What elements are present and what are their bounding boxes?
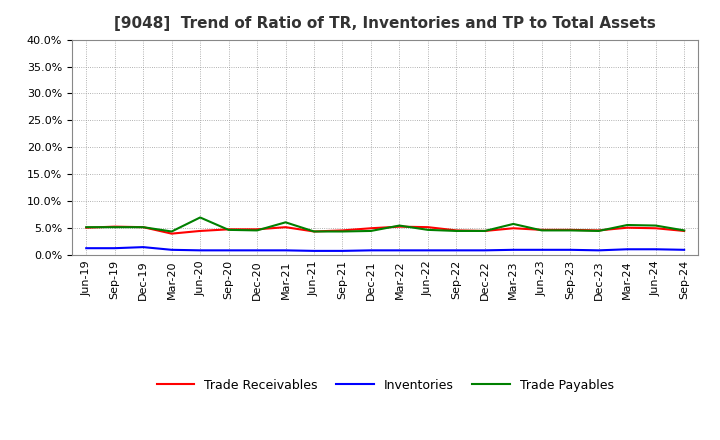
Trade Receivables	[338, 228, 347, 233]
Inventories	[366, 248, 375, 253]
Trade Receivables	[680, 228, 688, 234]
Trade Receivables	[652, 226, 660, 231]
Inventories	[338, 248, 347, 253]
Trade Payables	[110, 224, 119, 230]
Trade Receivables	[509, 226, 518, 231]
Trade Receivables	[395, 224, 404, 229]
Legend: Trade Receivables, Inventories, Trade Payables: Trade Receivables, Inventories, Trade Pa…	[151, 374, 619, 396]
Trade Receivables	[310, 229, 318, 234]
Trade Payables	[310, 229, 318, 234]
Title: [9048]  Trend of Ratio of TR, Inventories and TP to Total Assets: [9048] Trend of Ratio of TR, Inventories…	[114, 16, 656, 32]
Inventories	[196, 248, 204, 253]
Trade Receivables	[623, 225, 631, 231]
Line: Trade Receivables: Trade Receivables	[86, 227, 684, 234]
Trade Payables	[452, 228, 461, 234]
Trade Payables	[680, 228, 688, 233]
Inventories	[680, 247, 688, 253]
Trade Payables	[566, 228, 575, 233]
Inventories	[253, 248, 261, 253]
Trade Receivables	[366, 226, 375, 231]
Inventories	[652, 247, 660, 252]
Trade Receivables	[110, 224, 119, 229]
Trade Payables	[253, 228, 261, 233]
Inventories	[139, 245, 148, 250]
Inventories	[480, 248, 489, 253]
Trade Receivables	[282, 224, 290, 230]
Trade Receivables	[196, 228, 204, 234]
Trade Receivables	[225, 227, 233, 232]
Inventories	[537, 247, 546, 253]
Trade Payables	[139, 224, 148, 230]
Inventories	[282, 248, 290, 253]
Trade Payables	[423, 227, 432, 232]
Inventories	[82, 246, 91, 251]
Line: Inventories: Inventories	[86, 247, 684, 251]
Trade Payables	[480, 228, 489, 234]
Inventories	[225, 248, 233, 253]
Trade Payables	[338, 229, 347, 234]
Trade Receivables	[537, 227, 546, 232]
Trade Payables	[509, 221, 518, 227]
Trade Payables	[623, 222, 631, 227]
Inventories	[623, 247, 631, 252]
Inventories	[423, 248, 432, 253]
Trade Payables	[282, 220, 290, 225]
Trade Payables	[366, 228, 375, 234]
Inventories	[595, 248, 603, 253]
Trade Payables	[395, 223, 404, 228]
Inventories	[167, 247, 176, 253]
Trade Receivables	[167, 231, 176, 236]
Inventories	[452, 248, 461, 253]
Trade Receivables	[566, 227, 575, 232]
Inventories	[395, 248, 404, 253]
Line: Trade Payables: Trade Payables	[86, 217, 684, 231]
Trade Payables	[652, 223, 660, 228]
Trade Receivables	[139, 224, 148, 230]
Trade Payables	[537, 228, 546, 233]
Trade Receivables	[253, 227, 261, 232]
Trade Payables	[225, 227, 233, 232]
Trade Payables	[167, 229, 176, 234]
Trade Receivables	[423, 224, 432, 230]
Inventories	[310, 248, 318, 253]
Inventories	[110, 246, 119, 251]
Inventories	[509, 247, 518, 253]
Inventories	[566, 247, 575, 253]
Trade Receivables	[82, 225, 91, 231]
Trade Receivables	[452, 228, 461, 233]
Trade Payables	[595, 228, 603, 234]
Trade Payables	[196, 215, 204, 220]
Trade Receivables	[480, 228, 489, 234]
Trade Receivables	[595, 228, 603, 233]
Trade Payables	[82, 224, 91, 230]
